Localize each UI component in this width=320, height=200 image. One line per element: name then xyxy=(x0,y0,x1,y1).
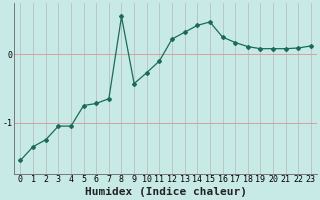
X-axis label: Humidex (Indice chaleur): Humidex (Indice chaleur) xyxy=(85,187,247,197)
